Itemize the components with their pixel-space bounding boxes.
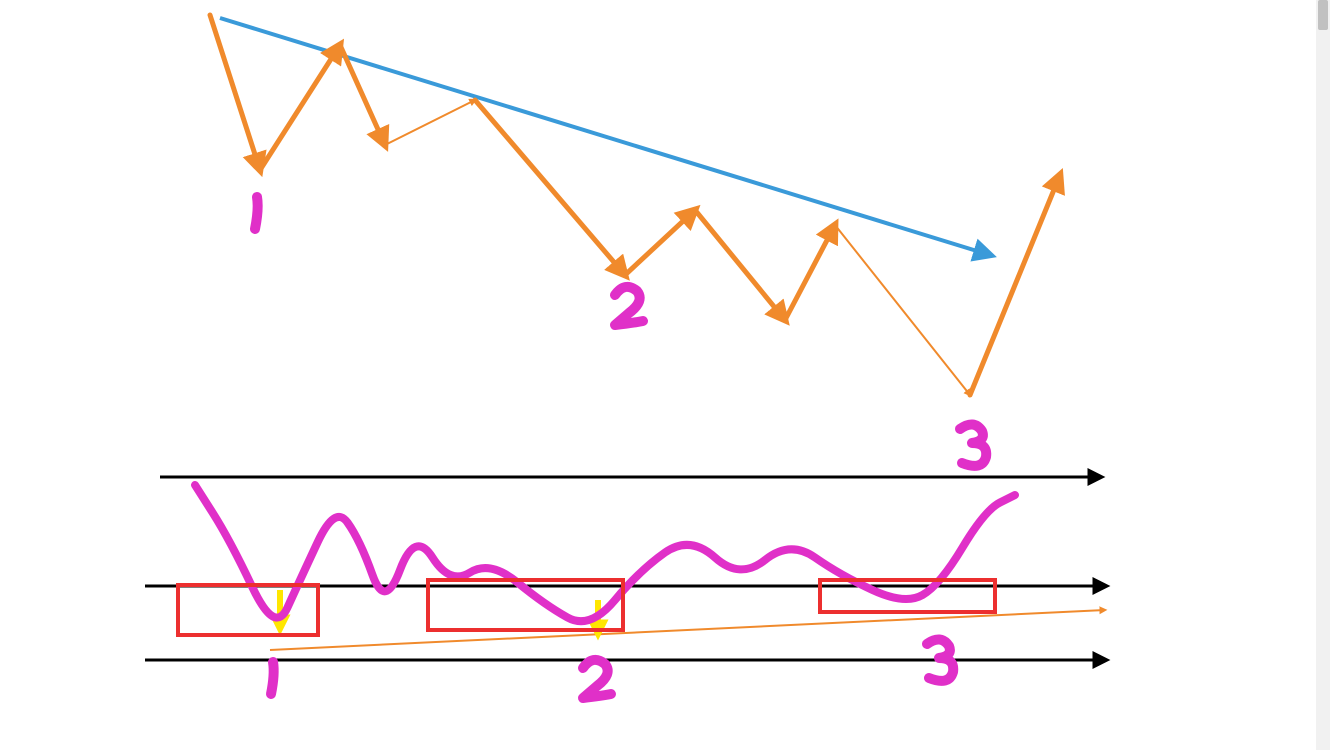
label-1 [255,197,258,229]
price-segment-8 [785,225,835,320]
price-segment-6 [625,210,695,275]
price-segment-7 [695,210,785,320]
label-1 [271,662,274,694]
label-3 [960,424,986,465]
price-segment-9 [835,225,970,395]
price-segment-5 [475,100,625,275]
price-segment-10 [970,175,1060,395]
price-segment-4 [385,100,475,145]
vertical-scrollbar[interactable] [1316,0,1330,750]
upper-price-chart [210,15,1060,466]
price-segment-1 [210,15,260,170]
lower-oscillator [145,477,1105,698]
label-2 [583,660,611,698]
orange-divergence-line [270,610,1105,650]
diagram-canvas [0,0,1330,750]
price-segment-2 [260,45,340,170]
label-2 [615,287,643,325]
scrollbar-thumb[interactable] [1318,0,1328,30]
